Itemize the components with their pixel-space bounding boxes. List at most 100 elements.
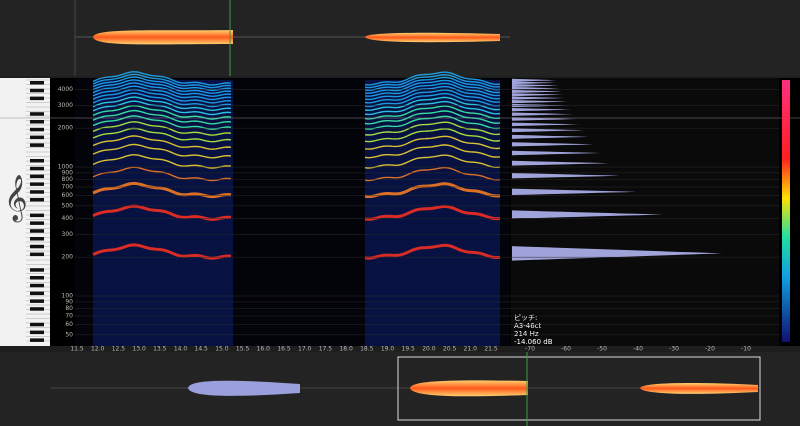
spectrum-peak (512, 81, 558, 85)
black-key (30, 135, 44, 140)
harmonic (364, 89, 501, 104)
harmonic (92, 104, 232, 120)
db-label: -10 (741, 346, 751, 353)
spectrum-peak (512, 150, 601, 156)
black-key (30, 96, 44, 101)
spectrum-peak (512, 188, 637, 196)
harmonic (92, 92, 232, 108)
db-label: -30 (669, 346, 679, 353)
black-key (30, 112, 44, 116)
frequency-label: 90 (65, 298, 73, 305)
harmonic (92, 127, 232, 143)
black-key (30, 143, 44, 147)
frequency-label: 80 (65, 305, 73, 312)
time-label: 15.5 (236, 346, 250, 353)
black-key (30, 268, 44, 272)
clef-icon: 𝄞 (4, 175, 28, 223)
time-label: 21.0 (464, 346, 478, 353)
black-key (30, 174, 44, 179)
black-key (30, 229, 44, 233)
harmonic (92, 71, 232, 86)
waveform (365, 32, 500, 43)
black-key (30, 221, 44, 225)
time-label: 11.5 (70, 346, 84, 353)
db-label: -60 (561, 346, 571, 353)
frequency-label: 300 (62, 231, 74, 238)
frequency-label: 100 (62, 293, 74, 300)
spectrum-peak (512, 112, 574, 116)
time-label: 19.0 (381, 346, 395, 353)
harmonic (364, 144, 501, 159)
frequency-label: 3000 (58, 102, 73, 109)
harmonic (92, 96, 232, 112)
black-key (30, 182, 44, 186)
time-label: 14.5 (195, 346, 209, 353)
harmonic (364, 121, 501, 136)
harmonic (92, 85, 232, 101)
frequency-label: 900 (62, 169, 74, 176)
color-bar (782, 80, 790, 342)
pitch-frequency: 214 Hz (514, 330, 539, 338)
harmonic (92, 76, 232, 92)
time-label: 16.5 (277, 346, 291, 353)
spectrum-peak (512, 173, 620, 179)
time-label: 17.5 (319, 346, 333, 353)
black-key (30, 237, 44, 241)
frequency-label: 400 (62, 215, 74, 222)
time-label: 13.0 (132, 346, 146, 353)
black-key (30, 159, 44, 163)
time-label: 14.0 (174, 346, 188, 353)
black-key (30, 252, 44, 257)
harmonic (92, 88, 232, 104)
spectrum-peak (512, 160, 609, 166)
spectrum-peak (512, 96, 566, 100)
harmonic (92, 73, 232, 89)
time-label: 13.5 (153, 346, 167, 353)
harmonic (364, 154, 501, 169)
harmonic (364, 167, 501, 182)
harmonic (364, 243, 501, 260)
frequency-label: 4000 (58, 86, 73, 93)
db-label: -20 (705, 346, 715, 353)
spectrum-peak (512, 128, 584, 133)
black-key (30, 283, 44, 288)
black-key (30, 322, 44, 327)
pitch-heading: ピッチ: (514, 314, 537, 322)
spectrum-peak (512, 210, 664, 219)
black-key (30, 198, 44, 202)
frequency-label: 2000 (58, 125, 73, 132)
time-label: 20.0 (422, 346, 436, 353)
harmonic (364, 128, 501, 143)
black-key (30, 338, 44, 342)
spectrum-peak (512, 100, 568, 104)
pitch-level: -14.060 dB (514, 338, 553, 346)
harmonic (92, 121, 232, 136)
black-key (30, 213, 44, 218)
waveform (640, 383, 758, 394)
harmonic (364, 79, 501, 94)
harmonic (92, 82, 232, 98)
black-key (30, 291, 44, 296)
harmonic (364, 100, 501, 116)
black-key (30, 244, 44, 249)
frequency-label: 700 (62, 183, 74, 190)
time-label: 18.5 (360, 346, 374, 353)
spectrum-peak (512, 93, 564, 97)
spectrum-peak (512, 134, 589, 139)
harmonic (364, 182, 501, 199)
black-key (30, 190, 44, 194)
black-key (30, 127, 44, 132)
view-range[interactable] (397, 356, 761, 421)
harmonic (364, 76, 501, 92)
spectrum-peak (512, 84, 560, 88)
frequency-label: 600 (62, 192, 74, 199)
time-label: 15.0 (215, 346, 229, 353)
db-label: -40 (633, 346, 643, 353)
harmonic (364, 85, 501, 101)
spectrum-peak (512, 122, 581, 127)
time-label: 18.0 (339, 346, 353, 353)
harmonic (364, 74, 501, 89)
harmonic (364, 82, 501, 97)
harmonic (364, 110, 501, 125)
